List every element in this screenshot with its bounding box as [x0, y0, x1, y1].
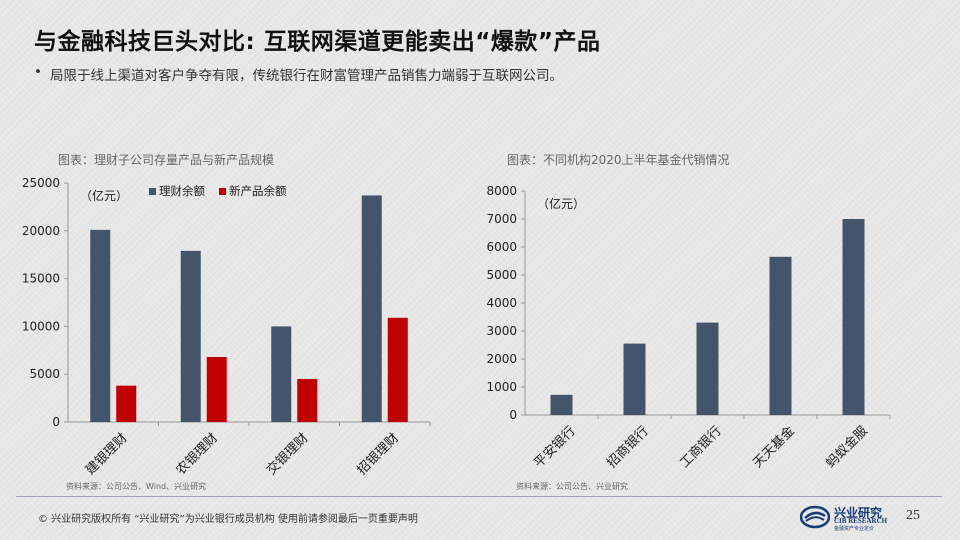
chart2-y-tick-label: 1000: [486, 380, 517, 394]
chart2-y-tick-label: 4000: [486, 296, 517, 310]
chart2-bar: [623, 343, 646, 415]
chart2-y-tick-label: 8000: [486, 184, 517, 198]
chart2-caption: 图表：不同机构2020上半年基金代销情况: [507, 153, 730, 167]
chart2-y-tick-label: 0: [509, 408, 517, 422]
chart1-bar: [271, 326, 292, 422]
chart2-bar: [769, 256, 792, 415]
chart1-legend-label: 新产品余额: [229, 184, 287, 198]
cib-logo-icon: [800, 505, 830, 529]
logo-chinese-text: 兴业研究: [834, 506, 883, 520]
chart1-caption: 图表：理财子公司存量产品与新产品规模: [58, 153, 275, 167]
chart1-wealth-management-bar-chart: 0 5000 10000 15000 20000 25000 （亿元） 建银理财 农银理财 交银理…: [22, 176, 431, 478]
chart2-bar: [550, 394, 573, 415]
chart1-legend-label: 理财余额: [159, 184, 205, 198]
chart2-y-tick-label: 2000: [486, 352, 517, 366]
chart1-category-label: 农银理财: [174, 431, 221, 478]
logo-subtitle: 金融资产专业定价: [834, 526, 875, 532]
chart1-category-label: 交银理财: [263, 430, 311, 478]
chart1-bar: [180, 250, 201, 422]
chart1-y-tick-label: 0: [52, 415, 60, 429]
chart1-bar: [116, 385, 137, 422]
chart1-bar: [297, 378, 318, 422]
chart1-y-tick-label: 5000: [29, 367, 60, 381]
chart1-legend-swatch: [149, 188, 156, 195]
bullet-content: 局限于线上渠道对客户争夺有限，传统银行在财富管理产品销售力端弱于互联网公司。: [50, 68, 563, 84]
chart1-bar: [90, 229, 111, 422]
slide-title: 与金融科技巨头对比: 互联网渠道更能卖出“爆款”产品: [34, 29, 601, 55]
chart2-category-label: 蚂蚁金服: [823, 423, 871, 471]
chart2-fund-distribution-bar-chart: 0 1000 2000 3000 4000 5000 6000 7000 8000 （亿元） 平安银…: [486, 184, 891, 471]
chart1-bar: [387, 317, 408, 422]
chart1-y-tick-label: 20000: [22, 224, 60, 238]
chart1-bar: [206, 356, 227, 422]
chart1-unit-label: （亿元）: [80, 188, 128, 203]
chart2-y-tick-label: 7000: [486, 212, 517, 226]
chart1-category-label: 建银理财: [83, 431, 130, 478]
bullet-marker: •: [34, 64, 42, 80]
cib-research-logo: 兴业研究 CIB RESEARCH 金融资产专业定价: [800, 504, 896, 532]
chart2-unit-label: （亿元）: [537, 196, 585, 211]
chart2-y-tick-label: 5000: [486, 268, 517, 282]
chart2-category-label: 平安银行: [531, 424, 578, 471]
footer-divider: [16, 496, 942, 497]
footer-copyright: © 兴业研究版权所有 “兴业研究”为兴业银行成员机构 使用前请参阅最后一页重要声…: [38, 514, 418, 525]
chart2-y-tick-label: 6000: [486, 240, 517, 254]
bullet-text: • 局限于线上渠道对客户争夺有限，传统银行在财富管理产品销售力端弱于互联网公司。: [34, 64, 563, 84]
chart1-category-label: 招银理财: [355, 431, 402, 478]
chart1-y-tick-label: 15000: [22, 272, 60, 286]
chart2-y-tick-label: 3000: [486, 324, 517, 338]
chart2-bar: [696, 322, 719, 415]
chart1-y-tick-label: 10000: [22, 319, 60, 333]
chart1-source: 资料来源：公司公告、Wind、兴业研究: [66, 482, 207, 491]
chart1-bar: [361, 195, 382, 422]
chart2-category-label: 招商银行: [604, 424, 651, 471]
page-number: 25: [906, 508, 920, 523]
chart1-legend-swatch: [219, 188, 226, 195]
chart2-category-label: 天天基金: [750, 423, 798, 471]
chart1-y-tick-label: 25000: [22, 176, 60, 190]
logo-english-text: CIB RESEARCH: [834, 517, 888, 525]
chart2-source: 资料来源：公司公告、兴业研究: [516, 482, 628, 491]
chart2-bar: [842, 219, 865, 415]
chart2-category-label: 工商银行: [677, 424, 724, 471]
